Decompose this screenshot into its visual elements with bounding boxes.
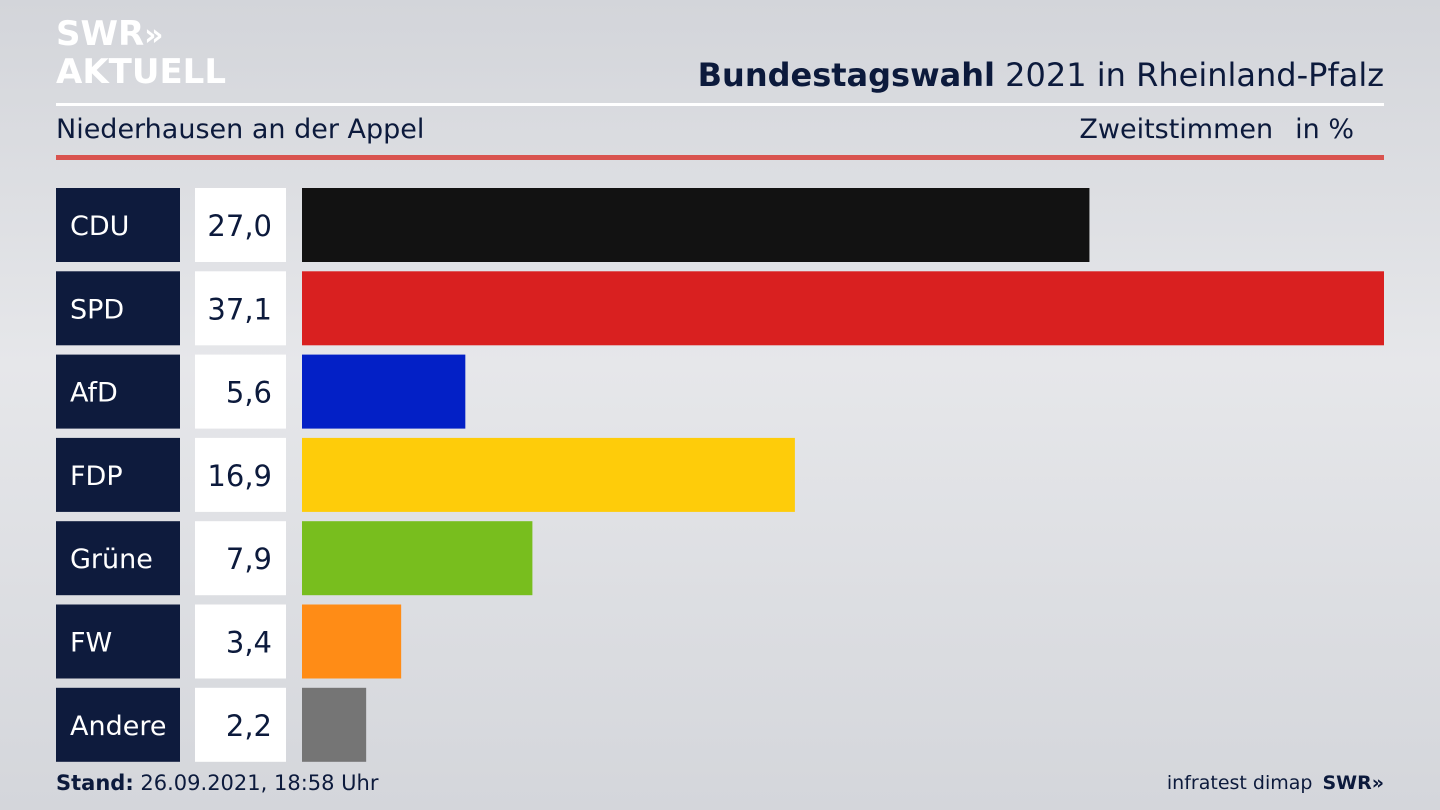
value-label-spd: 37,1 (207, 292, 272, 326)
bar-gr-ne (302, 521, 533, 596)
chart-title: Bundestagswahl 2021 in Rheinland-Pfalz (698, 56, 1384, 94)
unit-text: in % (1295, 114, 1354, 145)
party-label-fw: FW (70, 628, 112, 659)
measure-label: Zweitstimmen in % (1079, 114, 1354, 145)
bar-cdu (302, 188, 1090, 262)
party-label-afd: AfD (70, 378, 118, 409)
timestamp: Stand: 26.09.2021, 18:58 Uhr (56, 771, 379, 795)
value-box-gr-ne (195, 521, 286, 596)
party-label-fdp: FDP (70, 461, 123, 492)
value-box-afd (195, 354, 286, 429)
value-box-andere (195, 687, 286, 762)
party-box-gr-ne (56, 521, 180, 596)
bar-afd (302, 354, 466, 429)
value-label-fdp: 16,9 (207, 459, 272, 493)
swr-brand-logo: SWR» (1322, 772, 1384, 794)
value-box-fdp (195, 437, 286, 512)
measure-text: Zweitstimmen (1079, 114, 1274, 145)
swr-aktuell-logo: SWR» AKTUELL (56, 16, 226, 90)
party-label-cdu: CDU (70, 211, 129, 242)
value-box-cdu (195, 188, 286, 262)
bar-fw (302, 604, 402, 679)
party-box-fw (56, 604, 180, 679)
bar-spd (302, 271, 1384, 346)
value-label-andere: 2,2 (226, 709, 272, 743)
logo-line1: SWR (56, 14, 145, 54)
value-label-fw: 3,4 (226, 626, 272, 660)
party-box-spd (56, 271, 180, 346)
value-box-fw (195, 604, 286, 679)
bar-fdp (302, 437, 795, 512)
value-label-gr-ne: 7,9 (226, 542, 272, 576)
value-label-afd: 5,6 (226, 376, 272, 410)
header-divider (56, 103, 1384, 106)
chart-subtitle: Niederhausen an der Appel (56, 114, 425, 145)
value-label-cdu: 27,0 (207, 209, 272, 243)
logo-chevron-icon: » (144, 18, 164, 53)
stand-value: 26.09.2021, 18:58 Uhr (133, 771, 379, 795)
source-credit: infratest dimap SWR» (1167, 772, 1384, 794)
logo-line2: AKTUELL (56, 52, 227, 92)
party-label-gr-ne: Grüne (70, 544, 153, 575)
party-label-spd: SPD (70, 294, 124, 325)
party-label-andere: Andere (70, 711, 166, 742)
accent-divider (56, 155, 1384, 160)
bar-andere (302, 687, 367, 762)
party-box-andere (56, 687, 180, 762)
party-box-afd (56, 354, 180, 429)
source-label: infratest dimap (1166, 772, 1313, 794)
party-box-cdu (56, 188, 180, 262)
title-rest: 2021 in Rheinland-Pfalz (995, 56, 1384, 94)
value-box-spd (195, 271, 286, 346)
stand-label: Stand: (56, 771, 134, 795)
title-bold: Bundestagswahl (697, 56, 995, 94)
party-box-fdp (56, 437, 180, 512)
